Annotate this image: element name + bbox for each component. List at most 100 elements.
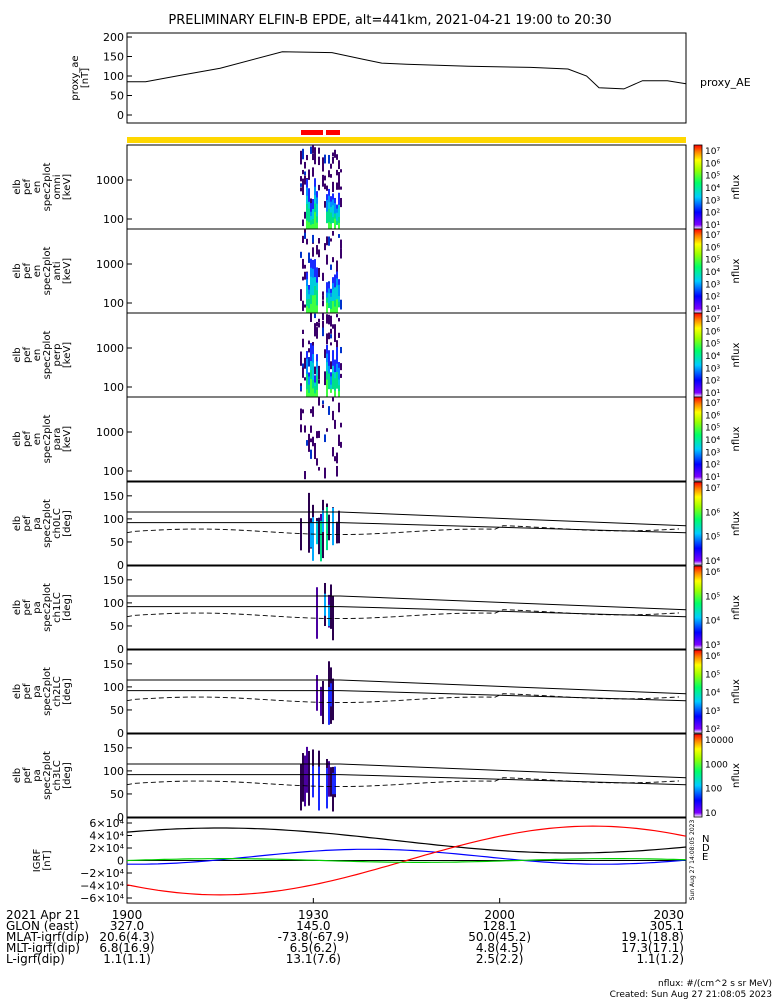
pa-pixel: [312, 766, 314, 798]
spec-pixel: [312, 234, 314, 243]
spec-pixel: [338, 307, 340, 314]
spec-pixel: [304, 304, 306, 308]
spec-pixel: [304, 171, 306, 176]
spec-pixel: [326, 302, 328, 309]
spec-pixel: [306, 220, 308, 230]
y-tick-label: 2×10⁴: [89, 842, 124, 855]
spec-pixel: [332, 199, 334, 206]
spec-pixel: [310, 267, 312, 278]
ylabel-line: perp: [52, 344, 63, 367]
spec-pixel: [336, 372, 338, 381]
spec-pixel: [308, 372, 310, 378]
spec_para-colorbar: [693, 396, 703, 482]
spec-pixel: [330, 361, 332, 370]
y-tick-label: 1000: [96, 174, 124, 187]
spec-pixel: [330, 392, 332, 398]
spec-pixel: [318, 249, 320, 258]
spec-pixel: [322, 157, 324, 165]
spec-pixel: [332, 205, 334, 212]
dipole-loss-cone-line: [126, 525, 680, 536]
spec-pixel: [316, 267, 318, 276]
spec-pixel: [338, 402, 340, 413]
spec-pixel: [314, 366, 316, 375]
spec-pixel: [302, 338, 304, 348]
y-tick-label: 100: [103, 681, 124, 694]
spec-pixel: [322, 327, 324, 337]
pa-pixel: [328, 687, 330, 725]
spec-pixel: [326, 353, 328, 363]
spec-pixel: [310, 220, 312, 226]
loss-cone-line: [127, 511, 687, 527]
spec-pixel: [336, 271, 338, 279]
spec-pixel: [312, 208, 314, 215]
pa-pixel: [330, 767, 332, 797]
spec-pixel: [322, 272, 324, 281]
spectrogram-marks: [300, 229, 342, 314]
spec-pixel: [314, 386, 316, 391]
ylabel-line: pef: [22, 179, 33, 196]
spec-pixel: [336, 154, 338, 160]
spec-pixel: [322, 176, 324, 187]
footer-row-label: MLT-igrf(dip): [6, 941, 80, 955]
spec-pixel: [334, 213, 336, 220]
spec-pixel: [332, 152, 334, 157]
y-tick-label: 1000: [96, 258, 124, 271]
colorbar-tick-label: 10⁷: [705, 484, 720, 494]
spec-pixel: [328, 308, 330, 314]
spec-pixel: [316, 282, 318, 291]
ylabel-line: ch3LC: [52, 760, 63, 791]
spec-pixel: [326, 388, 328, 398]
spec-pixel: [312, 286, 314, 296]
spec-pixel: [304, 161, 306, 169]
colorbar-tick-label: 100: [705, 785, 722, 795]
y-tick-label: 100: [103, 70, 124, 83]
colorbar-tick-label: 10⁴: [705, 557, 720, 567]
spec-pixel: [316, 197, 318, 205]
spec-pixel: [324, 183, 326, 190]
colorbar-label: nflux: [731, 258, 742, 283]
spec-pixel: [308, 201, 310, 210]
y-tick-label: 50: [110, 90, 124, 103]
proxy-ae-line: [127, 51, 687, 90]
colorbar-tick-label: 10⁵: [705, 340, 720, 350]
spec-pixel: [312, 362, 314, 372]
pa_ch0-ylabel: elb pef pa spec2plot ch0LC [deg]: [12, 499, 73, 548]
spec-pixel: [316, 191, 318, 198]
spec-pixel: [302, 367, 304, 378]
spec-pixel: [306, 204, 308, 213]
spec_para-panel: [126, 396, 687, 482]
pa_ch2-panel: [126, 649, 687, 734]
y-tick-label: −6×10⁴: [80, 892, 124, 905]
ylabel-line: spec2plot: [42, 583, 53, 632]
spec-pixel: [332, 230, 334, 236]
science-zone-bar: [326, 130, 340, 135]
pa-pixel: [312, 517, 314, 561]
spec-pixel: [340, 373, 342, 378]
ylabel-line: pef: [22, 263, 33, 280]
pa-pixel: [326, 767, 328, 809]
colorbar-label-text: nflux: [731, 174, 742, 199]
spec-pixel: [336, 224, 338, 230]
spec-pixel: [314, 259, 316, 269]
y-tick-label: −4×10⁴: [80, 880, 124, 893]
spec-pixel: [336, 388, 338, 398]
spec-pixel: [340, 169, 342, 173]
colorbar-tick-label: 10²: [705, 725, 720, 735]
spec_para-ylabel: elb pef en spec2plot para [keV]: [12, 415, 73, 464]
spec-pixel: [338, 234, 340, 238]
y-tick-label: 100: [103, 213, 124, 226]
spec-pixel: [312, 198, 314, 205]
spec-pixel: [314, 212, 316, 222]
spec-pixel: [302, 276, 304, 281]
spec-pixel: [306, 306, 308, 314]
spec-pixel: [330, 315, 332, 327]
anti-loss-cone-line: [127, 606, 687, 618]
colorbar-tick-label: 10⁷: [705, 231, 720, 241]
spec-pixel: [306, 179, 308, 188]
spec-pixel: [308, 380, 310, 386]
anti-loss-cone-line: [127, 774, 687, 786]
colorbar-tick-label: 10⁷: [705, 399, 720, 409]
colorbar-tick-label: 10⁶: [705, 327, 720, 337]
spec-pixel: [308, 308, 310, 314]
colorbar-tick-label: 10⁴: [705, 436, 720, 446]
